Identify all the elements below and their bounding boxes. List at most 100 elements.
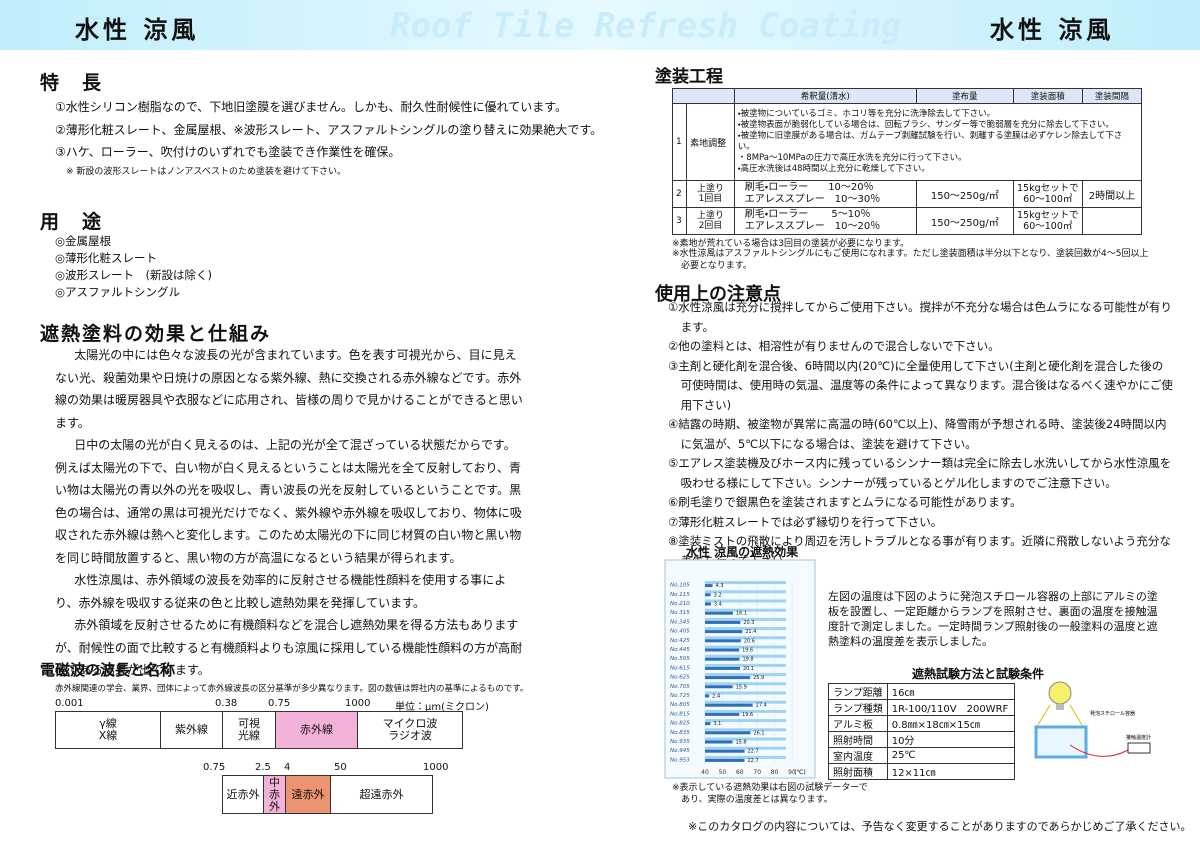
container (1034, 725, 1088, 759)
header-cell: 塗装面積 (1012, 88, 1083, 104)
band-label: 外 (269, 799, 280, 813)
y-tick-label: No.815 (670, 711, 690, 717)
note: ※素地が荒れている場合は3回目の塗装が必要になります。 (672, 239, 910, 249)
reference-bar (705, 645, 786, 649)
step-line: 2回目 (698, 221, 723, 231)
row-number: 2 (671, 180, 688, 208)
condition-row: 照射面積 12×11㎝ (828, 763, 1015, 780)
precaution: ⑦薄形化粧スレートでは必ず縁切りを行って下さい。 (668, 514, 943, 529)
x-tick-label: 70 (753, 769, 761, 776)
amount: 150～250g/㎡ (915, 180, 1014, 208)
section-heading: 特 長 (40, 72, 104, 94)
feature-item: ③ハケ、ローラー、吹付けのいずれでも塗装でき作業性を確保。 (55, 145, 401, 159)
value-label: 3.2 (714, 592, 722, 598)
bar (705, 749, 745, 753)
condition-row: アルミ板 0.8㎜×18㎝×15㎝ (828, 715, 1015, 732)
condition-name: 照射時間 (828, 731, 888, 748)
reference-bar (705, 737, 786, 741)
y-tick-label: No.615 (670, 665, 690, 671)
condition-name: アルミ板 (828, 715, 888, 732)
header-title: 水性 涼風 (75, 16, 200, 44)
section-heading: 用 途 (40, 211, 104, 233)
band: 可視 光線 (222, 711, 276, 749)
paragraph: 赤外領域を反射させるために有機顔料などを混合し遮熱効果を得る方法もありますが、耐… (55, 618, 523, 677)
header-band (0, 0, 1200, 50)
band-label: 可視 (238, 717, 260, 730)
step-line: 上塗り (696, 184, 724, 194)
note-line: ※表示している遮熱効果は右図の試験データーで (672, 783, 868, 793)
value-label: 20.3 (743, 620, 754, 626)
condition-value: 10分 (886, 731, 1015, 748)
condition-name: 室内温度 (828, 747, 888, 764)
value-label: 25.9 (753, 675, 764, 681)
value-label: 3.1 (713, 721, 721, 727)
use-item: ◎薄形化粧スレート (55, 251, 158, 265)
bar (705, 703, 753, 707)
y-tick-label: No.315 (670, 610, 690, 616)
reference-bar (705, 755, 786, 759)
scale-label: 0.38 (215, 698, 238, 709)
test-description: 左図の温度は下図のように発泡スチロール容器の上部にアルミの塗板を設置し、一定距離… (828, 590, 1158, 648)
watermark: Roof Tile Refresh Coating (390, 6, 902, 46)
interval: 2時間以上 (1081, 180, 1143, 208)
section-heading: 塗装工程 (655, 67, 723, 87)
x-tick-label: 80 (771, 769, 779, 776)
band: 遠赤外 (285, 775, 331, 814)
band-label: γ線 (99, 717, 117, 730)
bar (705, 722, 711, 726)
band-label: 遠赤外 (291, 787, 325, 801)
precaution-list: ①水性涼風は充分に撹拌してからご使用下さい。撹拌が不充分な場合は色ムラになる可能… (668, 298, 1173, 571)
condition-name: 照射面積 (828, 763, 888, 780)
area: 15kgセットで 60～100㎡ (1012, 207, 1083, 235)
area-line: 60～100㎡ (1023, 194, 1073, 205)
y-tick-label: No.115 (670, 592, 690, 598)
condition-row: 照射時間 10分 (828, 731, 1015, 748)
value-label: 15.9 (736, 684, 747, 690)
reference-bar (705, 691, 786, 695)
x-unit: (℃) (794, 769, 805, 776)
y-tick-label: No.405 (670, 629, 690, 635)
reference-bar (705, 617, 786, 621)
detail: ・8MPa～10MPaの圧力で高圧水洗を充分に行って下さい。 (737, 153, 967, 163)
bar (705, 712, 740, 716)
band: 超遠赤外 (330, 775, 433, 814)
step: 素地調整 (686, 103, 735, 181)
bar (705, 685, 733, 689)
area-line: 60～100㎡ (1023, 221, 1073, 232)
reference-bar (705, 719, 786, 723)
footer-note: ※このカタログの内容については、予告なく変更することがありますのであらかじめご了… (688, 820, 1192, 833)
detail: ・被塗物についているゴミ、ホコリ等を充分に洗浄除去して下さい。 (737, 109, 996, 119)
reference-bar (705, 709, 786, 713)
thermometer (1127, 742, 1151, 754)
scale-label: 0.001 (55, 698, 84, 709)
bar (705, 758, 745, 762)
y-tick-label: No.445 (670, 647, 690, 653)
use-item: ◎金属屋根 (55, 234, 112, 248)
section-heading: 遮熱塗料の効果と仕組み (40, 323, 272, 345)
y-tick-label: No.625 (670, 675, 690, 681)
feature-item: ②薄形化粧スレート、金属屋根、※波形スレート、アスファルトシングルの塗り替えに効… (55, 123, 603, 137)
y-tick-label: No.945 (670, 748, 690, 754)
value-label: 21.4 (745, 629, 756, 635)
use-item: ◎波形スレート (新設は除く) (55, 268, 213, 282)
bar (705, 593, 711, 597)
reference-bar (705, 673, 786, 677)
reference-bar (705, 654, 786, 658)
feature-item: ①水性シリコン樹脂なので、下地旧塗膜を選びません。しかも、耐久性耐候性に優れてい… (55, 100, 568, 114)
details: ・被塗物についているゴミ、ホコリ等を充分に洗浄除去して下さい。 ・被塗物表面が脆… (733, 103, 1143, 181)
condition-row: ランプ種類 1R-100/110V 200WRF (828, 699, 1015, 716)
value-label: 19.8 (742, 657, 753, 663)
band: 赤外線 (275, 711, 358, 749)
paragraph: 太陽光の中には色々な波長の光が含まれています。色を表す可視光から、目に見えない光… (55, 348, 523, 430)
bar (705, 611, 734, 615)
value-label: 20.6 (744, 638, 755, 644)
header-cell: 塗装間隔 (1081, 88, 1143, 104)
dilution-line: 刷毛・ローラー 5～10％ (744, 209, 871, 220)
table-row: 3 上塗り 2回目 刷毛・ローラー 5～10％ エアレススプレー 10～20％ 15… (671, 207, 1143, 235)
lamp-base (1056, 704, 1064, 710)
y-tick-label: No.725 (670, 693, 690, 699)
bar (705, 666, 740, 670)
scale-label: 50 (334, 762, 347, 773)
dilution: 刷毛・ローラー 10～20％ エアレススプレー 10～30％ (733, 180, 917, 208)
